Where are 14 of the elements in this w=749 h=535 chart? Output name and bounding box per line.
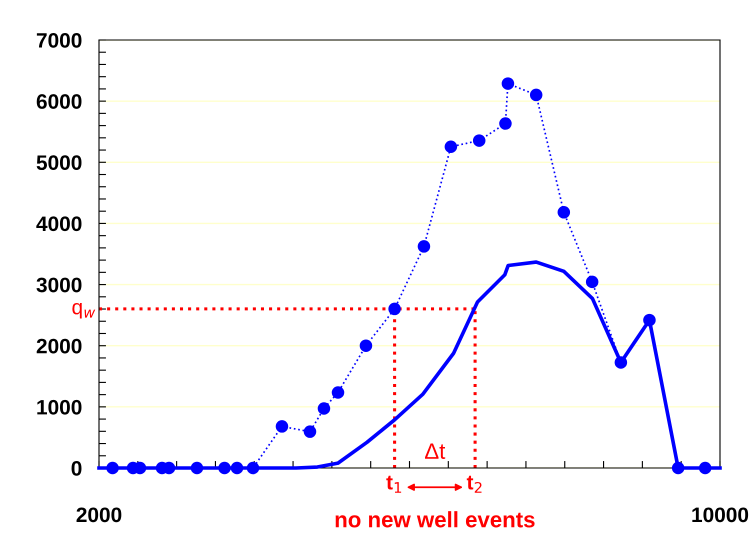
text: no new well events: [336, 511, 535, 528]
y-tick-label: 2000: [36, 338, 82, 354]
x-tick-label: 10000: [692, 507, 748, 522]
ref-line-label: t$_{2}$: [466, 476, 482, 493]
y-tick-label: 6000: [36, 94, 82, 109]
y-tick-label: 0: [72, 461, 82, 476]
annotation: Δt: [425, 443, 446, 459]
y-tick-label: 5000: [36, 155, 82, 170]
ref-line-label: t$_{1}$: [386, 476, 402, 493]
y-tick-label: 7000: [36, 33, 82, 48]
ref-line-label: q$_{w}$: [72, 302, 96, 319]
y-tick-label: 1000: [37, 400, 82, 415]
y-tick-label: 4000: [36, 216, 82, 232]
y-tick-label: 3000: [36, 278, 82, 292]
